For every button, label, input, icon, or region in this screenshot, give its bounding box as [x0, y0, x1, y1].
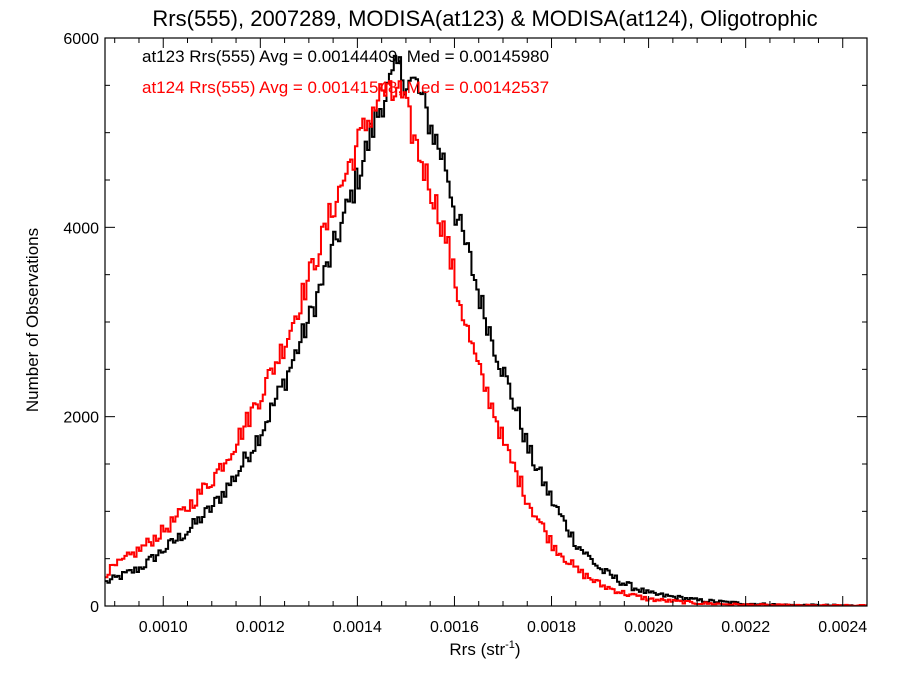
x-tick-label: 0.0016	[430, 619, 479, 636]
x-axis-label-end: )	[515, 640, 521, 659]
x-tick-label: 0.0010	[139, 619, 188, 636]
legend-entry-at123: at123 Rrs(555) Avg = 0.00144409, Med = 0…	[142, 47, 549, 66]
y-tick-label: 2000	[63, 410, 99, 427]
series-line-at123	[105, 54, 867, 606]
x-tick-label: 0.0012	[236, 619, 285, 636]
x-tick-label: 0.0024	[818, 619, 867, 636]
x-axis-label-superscript: -1	[505, 639, 515, 651]
x-tick-label: 0.0018	[527, 619, 576, 636]
y-tick-label: 0	[90, 599, 99, 616]
axes: 0.0010 0.0012 0.0014 0.0016 0.0018 0.0020 0.00…	[63, 31, 868, 636]
y-tick-label: 6000	[63, 31, 99, 48]
x-axis-label: Rrs (str-1)	[449, 639, 520, 659]
chart-title: Rrs(555), 2007289, MODISA(at123) & MODIS…	[152, 6, 817, 31]
x-axis-label-main: Rrs (str	[449, 640, 505, 659]
x-tick-label: 0.0022	[721, 619, 770, 636]
series-line-at124	[105, 80, 867, 606]
x-tick-label: 0.0014	[333, 619, 382, 636]
y-axis-label: Number of Observations	[23, 228, 42, 412]
x-tick-label: 0.0020	[624, 619, 673, 636]
y-tick-label: 4000	[63, 220, 99, 237]
legend-entry-at124: at124 Rrs(555) Avg = 0.00141548, Med = 0…	[142, 78, 549, 97]
plot-area	[105, 54, 867, 606]
